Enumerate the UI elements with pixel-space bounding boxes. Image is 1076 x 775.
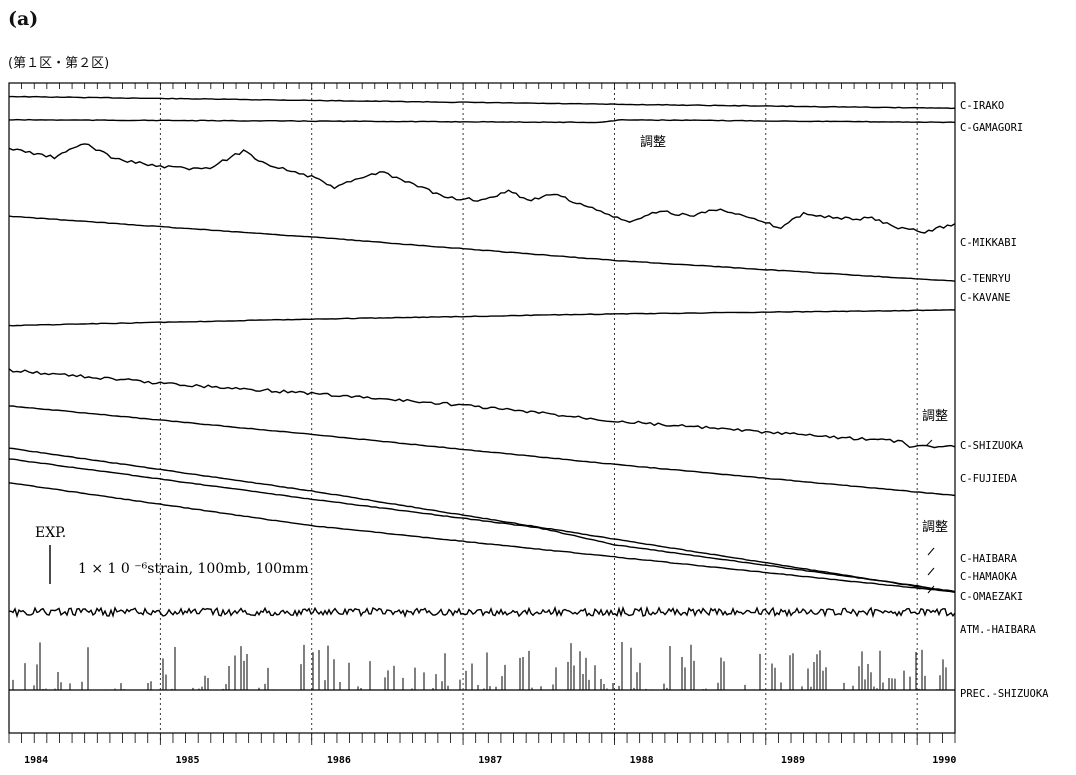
- series-line-c-shizuoka: [8, 368, 956, 449]
- scale-label: EXP.: [35, 525, 66, 541]
- series-label: C-HAMAOKA: [960, 571, 1018, 583]
- panel-label: (a): [8, 8, 39, 30]
- series-label: C-KAVANE: [960, 292, 1011, 304]
- series-line-atm-haibara: [8, 605, 956, 619]
- series-line-c-irako: [9, 95, 956, 110]
- x-tick-label: 1988: [630, 755, 654, 766]
- region-label: (第１区・第２区): [8, 56, 110, 71]
- series-label: C-OMAEZAKI: [960, 591, 1023, 603]
- series-label: C-GAMAGORI: [960, 122, 1023, 134]
- series-line-c-hamaoka: [8, 447, 956, 594]
- note-tick: [927, 547, 935, 556]
- x-tick-label: 1987: [478, 755, 502, 766]
- x-tick-label: 1989: [781, 755, 805, 766]
- series-label: C-MIKKABI: [960, 237, 1017, 249]
- scale-value: 1 × 1 0 ⁻⁶strain, 100mb, 100mm: [78, 561, 309, 577]
- adjustment-note: 調整: [640, 135, 666, 150]
- series-line-c-mikkabi: [8, 143, 956, 234]
- x-tick-label: 1986: [327, 755, 351, 766]
- series-line-c-haibara: [8, 458, 956, 593]
- series-label: ATM.-HAIBARA: [960, 624, 1037, 636]
- series-label: C-FUJIEDA: [960, 473, 1018, 485]
- note-tick: [927, 585, 935, 594]
- series-label: PREC.-SHIZUOKA: [960, 688, 1049, 700]
- series-line-c-kavane: [8, 309, 956, 327]
- series-line-c-tenryu: [8, 215, 956, 282]
- series-label: C-SHIZUOKA: [960, 440, 1024, 452]
- series-label: C-HAIBARA: [960, 553, 1018, 565]
- series-label: C-IRAKO: [960, 100, 1004, 112]
- adjustment-note: 調整: [922, 409, 948, 424]
- plot-frame: [8, 82, 956, 734]
- note-tick: [925, 439, 933, 447]
- series-label: C-TENRYU: [960, 273, 1011, 285]
- x-tick-label: 1984: [24, 755, 48, 766]
- adjustment-note: 調整: [922, 520, 948, 535]
- x-tick-label: 1990: [932, 755, 956, 766]
- series-line-c-omaezaki: [8, 482, 956, 593]
- note-tick: [927, 567, 935, 576]
- series-line-c-gamagori: [9, 118, 956, 124]
- x-tick-label: 1985: [175, 755, 199, 766]
- series-line-c-fujieda: [8, 405, 956, 497]
